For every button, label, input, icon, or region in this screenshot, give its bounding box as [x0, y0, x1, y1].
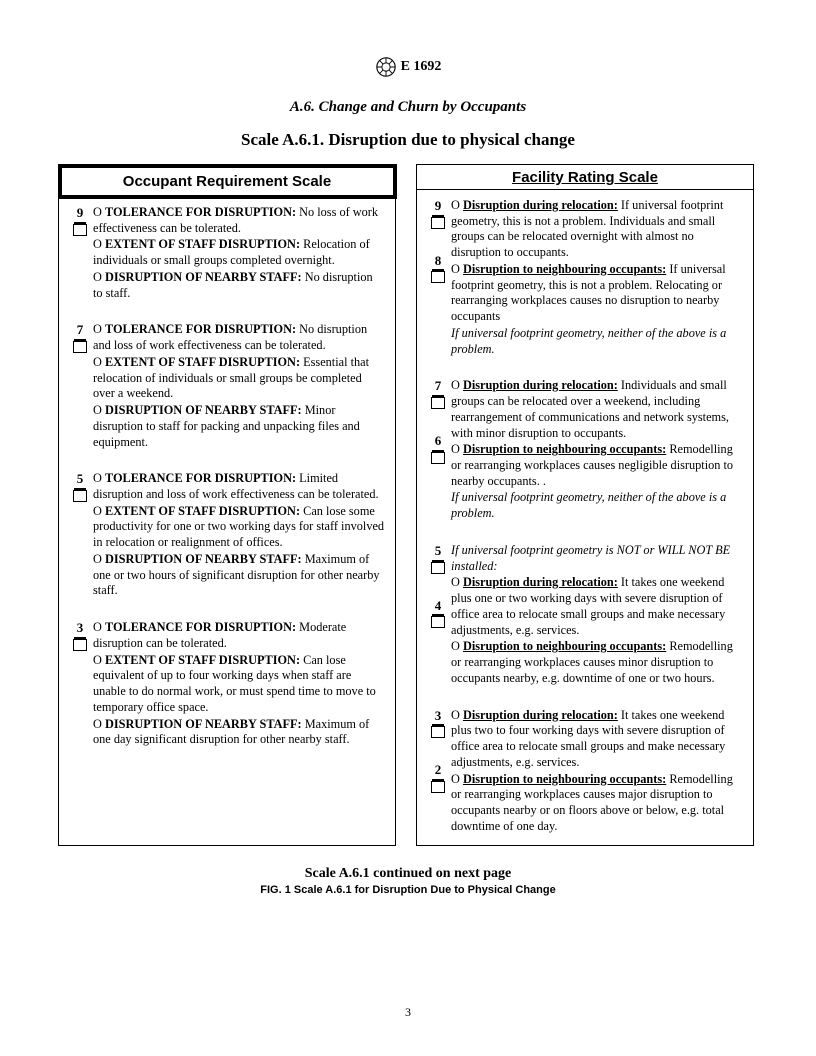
checkbox-icon	[431, 217, 445, 229]
facility-item: 5 4 If universal footprint geometry is N…	[425, 543, 743, 688]
occupant-item: 3 O TOLERANCE FOR DISRUPTION: Moderate d…	[67, 620, 385, 749]
facility-scale-body: 9 8 O Disruption during relocation: If u…	[417, 190, 753, 845]
item-text: O TOLERANCE FOR DISRUPTION: Moderate dis…	[93, 620, 385, 749]
facility-item: 7 6 O Disruption during relocation: Indi…	[425, 378, 743, 523]
facility-scale-column: Facility Rating Scale 9 8 O Disruption d…	[416, 164, 754, 846]
score-marker: 3	[67, 620, 93, 651]
columns: Occupant Requirement Scale 9 O TOLERANCE…	[58, 164, 758, 846]
page-number: 3	[0, 1005, 816, 1020]
checkbox-icon	[73, 490, 87, 502]
checkbox-icon	[431, 397, 445, 409]
footer: Scale A.6.1 continued on next page FIG. …	[58, 866, 758, 896]
facility-scale-header: Facility Rating Scale	[417, 165, 753, 190]
occupant-scale-header: Occupant Requirement Scale	[58, 164, 397, 199]
checkbox-icon	[431, 271, 445, 283]
score-marker: 5 4	[425, 543, 451, 628]
score-marker: 3 2	[425, 708, 451, 793]
standard-designation: E 1692	[375, 56, 442, 78]
occupant-scale-column: Occupant Requirement Scale 9 O TOLERANCE…	[58, 164, 396, 846]
continued-text: Scale A.6.1 continued on next page	[58, 866, 758, 882]
astm-logo-icon	[375, 56, 397, 78]
checkbox-icon	[431, 452, 445, 464]
occupant-scale-body: 9 O TOLERANCE FOR DISRUPTION: No loss of…	[59, 197, 395, 759]
checkbox-icon	[73, 341, 87, 353]
item-text: O Disruption during relocation: If unive…	[451, 198, 743, 358]
designation-text: E 1692	[401, 59, 442, 75]
occupant-item: 7 O TOLERANCE FOR DISRUPTION: No disrupt…	[67, 322, 385, 451]
checkbox-icon	[431, 781, 445, 793]
section-title: A.6. Change and Churn by Occupants	[58, 99, 758, 116]
score-marker: 5	[67, 471, 93, 502]
figure-caption: FIG. 1 Scale A.6.1 for Disruption Due to…	[58, 884, 758, 896]
checkbox-icon	[73, 639, 87, 651]
occupant-item: 5 O TOLERANCE FOR DISRUPTION: Limited di…	[67, 471, 385, 600]
facility-item: 3 2 O Disruption during relocation: It t…	[425, 708, 743, 836]
page: E 1692 A.6. Change and Churn by Occupant…	[0, 0, 816, 1056]
item-text: O TOLERANCE FOR DISRUPTION: No loss of w…	[93, 205, 385, 302]
item-text: O TOLERANCE FOR DISRUPTION: No disruptio…	[93, 322, 385, 451]
scale-title: Scale A.6.1. Disruption due to physical …	[58, 130, 758, 150]
checkbox-icon	[73, 224, 87, 236]
checkbox-icon	[431, 616, 445, 628]
item-text: O TOLERANCE FOR DISRUPTION: Limited disr…	[93, 471, 385, 600]
item-text: If universal footprint geometry is NOT o…	[451, 543, 743, 688]
checkbox-icon	[431, 562, 445, 574]
score-marker: 7	[67, 322, 93, 353]
checkbox-icon	[431, 726, 445, 738]
occupant-item: 9 O TOLERANCE FOR DISRUPTION: No loss of…	[67, 205, 385, 302]
score-marker: 7 6	[425, 378, 451, 463]
score-marker: 9 8	[425, 198, 451, 283]
item-text: O Disruption during relocation: Individu…	[451, 378, 743, 523]
facility-item: 9 8 O Disruption during relocation: If u…	[425, 198, 743, 358]
item-text: O Disruption during relocation: It takes…	[451, 708, 743, 836]
document-header: E 1692	[58, 56, 758, 83]
score-marker: 9	[67, 205, 93, 236]
